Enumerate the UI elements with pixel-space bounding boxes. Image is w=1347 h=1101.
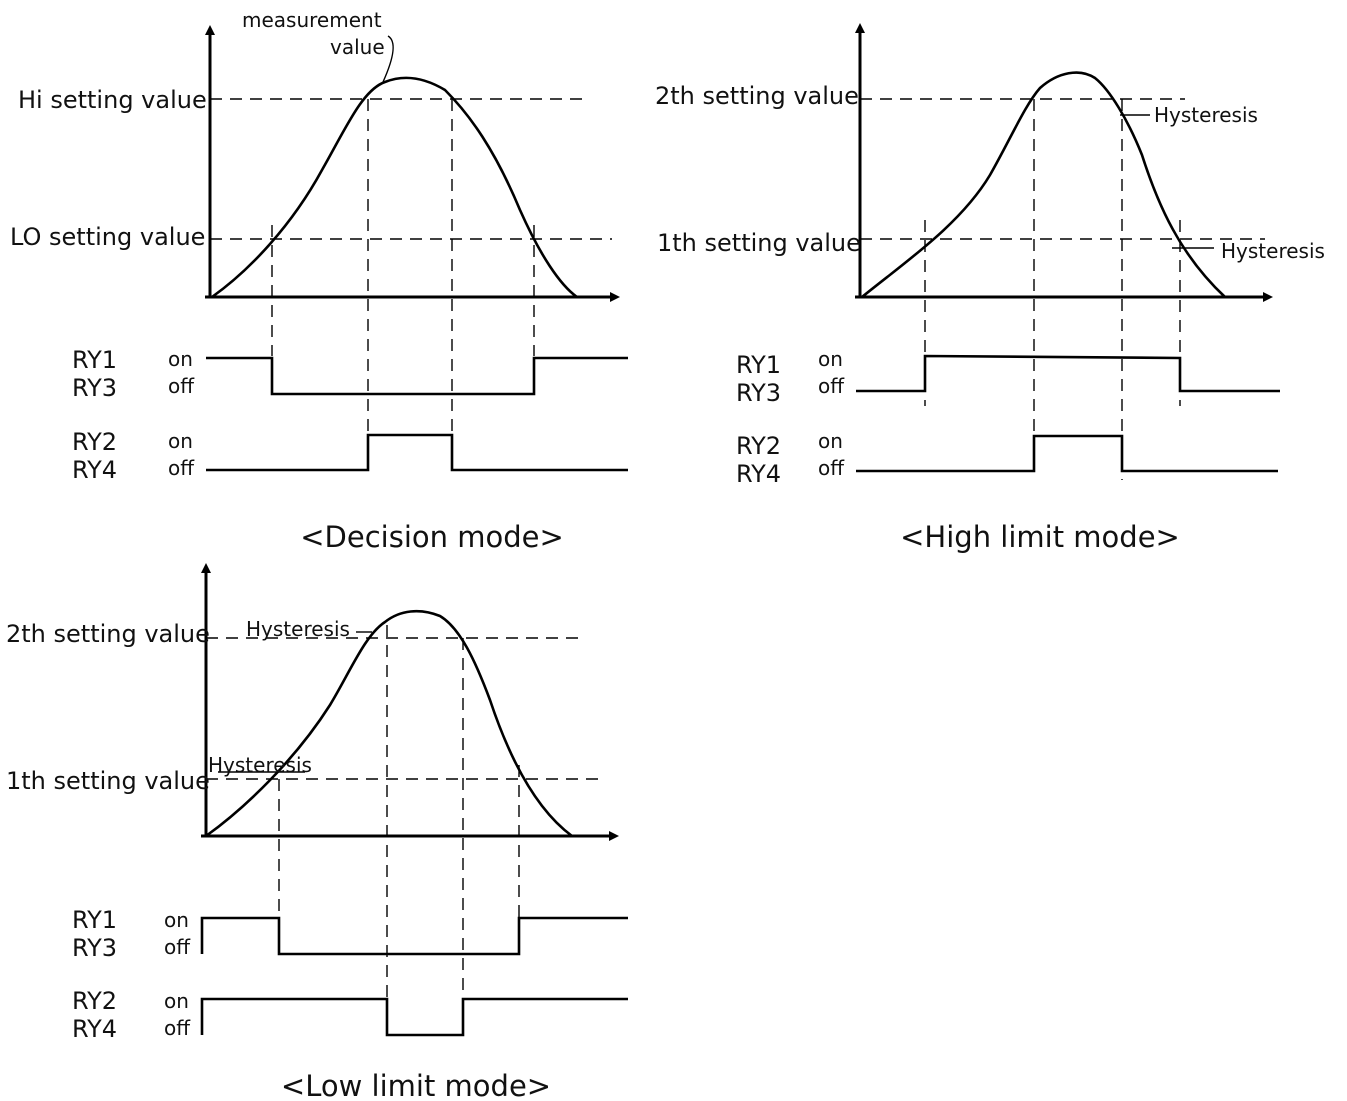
decision-mode-title: <Decision mode> (300, 520, 564, 554)
measurement-label-line1: measurement (242, 8, 382, 32)
ry2-label: RY2 (72, 987, 117, 1015)
measurement-curve (861, 71, 1226, 299)
measurement-pointer (382, 35, 394, 83)
off-label: off (818, 456, 845, 480)
hi-setting-label: Hi setting value (18, 86, 207, 114)
ry2-ry4-waveform (856, 434, 1278, 473)
on-label: on (168, 429, 193, 453)
hysteresis-lower-label: Hysteresis (208, 753, 312, 777)
ry2-ry4-waveform (200, 997, 628, 1037)
ry3-label: RY3 (72, 934, 117, 962)
off-label: off (168, 374, 195, 398)
low-limit-mode-diagram: 2th setting value 1th setting value Hyst… (6, 563, 628, 1101)
measurement-curve (205, 609, 573, 838)
hysteresis-upper-label: Hysteresis (246, 617, 350, 641)
on-label: on (164, 908, 189, 932)
on-label: on (168, 347, 193, 371)
decision-mode-diagram: measurement value Hi setting value LO se… (10, 8, 628, 554)
low-limit-mode-title: <Low limit mode> (281, 1069, 551, 1101)
measurement-curve (211, 76, 578, 299)
on-label: on (818, 429, 843, 453)
ry3-label: RY3 (72, 374, 117, 402)
ry4-label: RY4 (72, 1015, 117, 1043)
measurement-label-line2: value (330, 35, 385, 59)
ry2-label: RY2 (72, 428, 117, 456)
hysteresis-lower-label: Hysteresis (1221, 239, 1325, 263)
ry1-ry3-waveform (206, 356, 628, 396)
ry2-label: RY2 (736, 432, 781, 460)
off-label: off (168, 456, 195, 480)
ry3-label: RY3 (736, 379, 781, 407)
ry1-ry3-waveform (856, 354, 1280, 393)
ry1-label: RY1 (72, 906, 117, 934)
on-label: on (164, 989, 189, 1013)
first-setting-label: 1th setting value (657, 229, 861, 257)
off-label: off (164, 935, 191, 959)
ry1-label: RY1 (72, 346, 117, 374)
lo-setting-label: LO setting value (10, 223, 205, 251)
ry4-label: RY4 (72, 456, 117, 484)
off-label: off (164, 1016, 191, 1040)
second-setting-label: 2th setting value (655, 82, 859, 110)
second-setting-label: 2th setting value (6, 620, 210, 648)
high-limit-mode-title: <High limit mode> (900, 520, 1180, 554)
ry1-ry3-waveform (200, 916, 628, 956)
ry1-label: RY1 (736, 351, 781, 379)
high-limit-mode-diagram: 2th setting value 1th setting value Hyst… (655, 23, 1325, 554)
ry2-ry4-waveform (206, 433, 628, 472)
first-setting-label: 1th setting value (6, 767, 210, 795)
hysteresis-upper-label: Hysteresis (1154, 103, 1258, 127)
off-label: off (818, 374, 845, 398)
ry4-label: RY4 (736, 460, 781, 488)
on-label: on (818, 347, 843, 371)
